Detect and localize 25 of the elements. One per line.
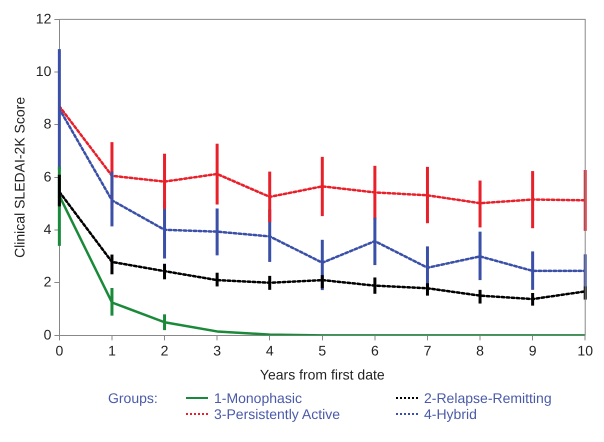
legend-label: 3-Persistently Active: [214, 406, 340, 422]
x-tick-label: 4: [266, 342, 274, 359]
legend-label: 1-Monophasic: [214, 390, 302, 406]
legend-label: 4-Hybrid: [424, 406, 477, 422]
x-tick-label: 2: [160, 342, 169, 359]
x-tick-label: 8: [476, 342, 484, 359]
x-tick-label: 7: [424, 342, 432, 359]
x-tick-label: 1: [108, 342, 116, 359]
x-tick-label: 0: [55, 342, 64, 359]
x-tick-label: 6: [370, 342, 379, 359]
y-tick-label: 0: [44, 326, 52, 342]
x-tick-label: 5: [318, 342, 326, 359]
y-tick-label: 2: [44, 274, 52, 290]
y-tick-label: 10: [36, 62, 52, 79]
y-axis-title: Clinical SLEDAI-2K Score: [11, 96, 28, 258]
y-tick-label: 8: [44, 116, 52, 132]
y-tick-label: 4: [44, 220, 52, 237]
y-tick-label: 6: [44, 168, 52, 184]
x-tick-label: 10: [577, 342, 594, 359]
legend-title: Groups:: [108, 390, 159, 408]
x-tick-label: 3: [213, 342, 222, 359]
x-tick-label: 9: [528, 342, 537, 359]
y-tick-label: 12: [36, 10, 52, 26]
legend-label: 2-Relapse-Remitting: [424, 390, 552, 406]
x-axis-title: Years from first date: [260, 366, 385, 382]
